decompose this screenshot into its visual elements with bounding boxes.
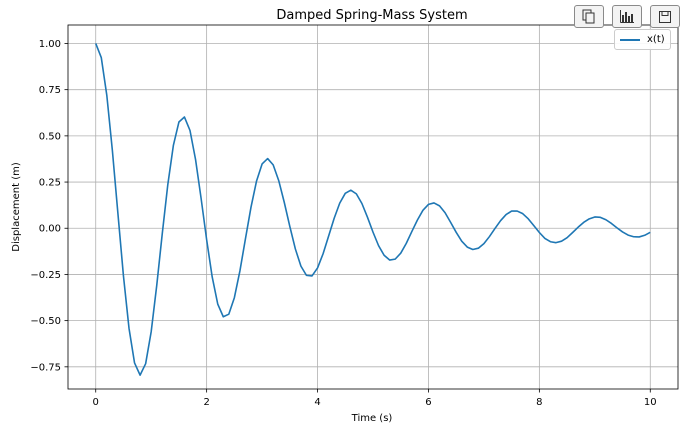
y-tick-label: −0.25: [30, 270, 61, 281]
bar-chart-icon: [620, 10, 634, 23]
axis-ticks: 0 2 4 6 8 10 −0.75 −0.50 −0.25 0.00 0.25 0.50 0.75 1.…: [30, 39, 656, 408]
y-tick-label: 0.25: [39, 178, 61, 189]
x-tick-label: 6: [425, 397, 431, 408]
x-tick-label: 2: [203, 397, 209, 408]
copy-button[interactable]: [574, 5, 604, 28]
x-axis-label: Time (s): [351, 413, 393, 424]
x-tick-label: 0: [93, 397, 99, 408]
y-axis-label: Displacement (m): [11, 162, 22, 252]
x-tick-label: 8: [536, 397, 542, 408]
chart-type-button[interactable]: [612, 5, 642, 28]
x-tick-label: 4: [314, 397, 320, 408]
save-icon: [659, 10, 671, 23]
chart-title: Damped Spring-Mass System: [276, 8, 467, 23]
y-tick-label: 0.00: [39, 224, 61, 235]
y-tick-label: 0.75: [39, 85, 61, 96]
plot-area: [67, 24, 679, 390]
y-tick-label: −0.50: [30, 316, 61, 327]
legend: x(t): [614, 29, 671, 50]
copy-icon: [582, 9, 596, 24]
series-line-x-t: [94, 43, 651, 376]
chart-toolbar: [574, 5, 680, 28]
series-layer: [94, 43, 651, 376]
y-tick-label: −0.75: [30, 362, 61, 373]
legend-label: x(t): [647, 34, 665, 45]
x-tick-label: 10: [644, 397, 657, 408]
y-tick-label: 0.50: [39, 131, 61, 142]
y-tick-label: 1.00: [39, 39, 61, 50]
save-button[interactable]: [650, 5, 680, 28]
grid: [68, 25, 678, 389]
legend-swatch: [620, 38, 640, 41]
